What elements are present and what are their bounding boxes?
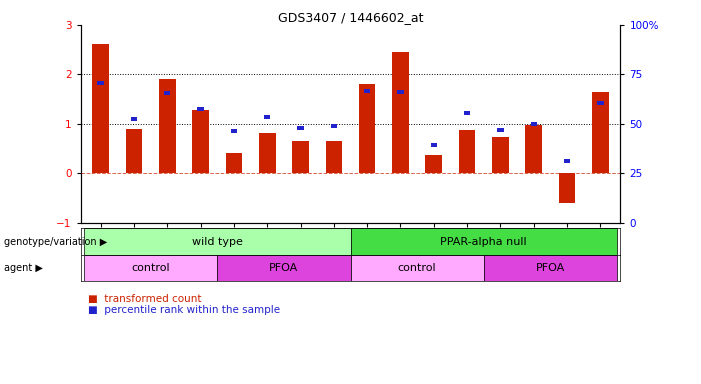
Bar <box>526 125 542 173</box>
Bar <box>93 44 109 173</box>
Bar <box>397 90 404 94</box>
Bar <box>192 110 209 173</box>
Bar <box>84 255 217 281</box>
Bar <box>458 130 475 173</box>
Text: PPAR-alpha null: PPAR-alpha null <box>440 237 527 247</box>
Text: PFOA: PFOA <box>536 263 565 273</box>
Bar <box>492 137 509 173</box>
Bar <box>325 141 342 173</box>
Text: ■  percentile rank within the sample: ■ percentile rank within the sample <box>88 305 280 314</box>
Bar <box>464 111 470 115</box>
Bar <box>198 107 204 111</box>
Text: PFOA: PFOA <box>269 263 299 273</box>
Title: GDS3407 / 1446602_at: GDS3407 / 1446602_at <box>278 11 423 24</box>
Bar <box>531 122 537 126</box>
Bar <box>131 117 137 121</box>
Text: genotype/variation ▶: genotype/variation ▶ <box>4 237 107 247</box>
Bar <box>231 129 237 133</box>
Bar <box>592 92 608 173</box>
Text: agent ▶: agent ▶ <box>4 263 42 273</box>
Text: wild type: wild type <box>192 237 243 247</box>
Text: control: control <box>131 263 170 273</box>
Bar <box>484 255 617 281</box>
Bar <box>564 159 570 163</box>
Bar <box>97 81 104 85</box>
Bar <box>226 152 243 173</box>
Bar <box>297 126 304 130</box>
Bar <box>125 129 142 173</box>
Bar <box>84 228 350 255</box>
Bar <box>217 255 350 281</box>
Bar <box>364 89 370 93</box>
Bar <box>159 79 175 173</box>
Text: ■  transformed count: ■ transformed count <box>88 294 201 304</box>
Bar <box>331 124 337 128</box>
Bar <box>259 133 275 173</box>
Bar <box>559 173 576 203</box>
Bar <box>426 155 442 173</box>
Bar <box>392 52 409 173</box>
Bar <box>597 101 604 105</box>
Bar <box>350 255 484 281</box>
Bar <box>430 142 437 147</box>
Bar <box>292 141 309 173</box>
Bar <box>497 128 503 132</box>
Text: control: control <box>398 263 437 273</box>
Bar <box>350 228 617 255</box>
Bar <box>359 84 376 173</box>
Bar <box>264 115 271 119</box>
Bar <box>164 91 170 95</box>
